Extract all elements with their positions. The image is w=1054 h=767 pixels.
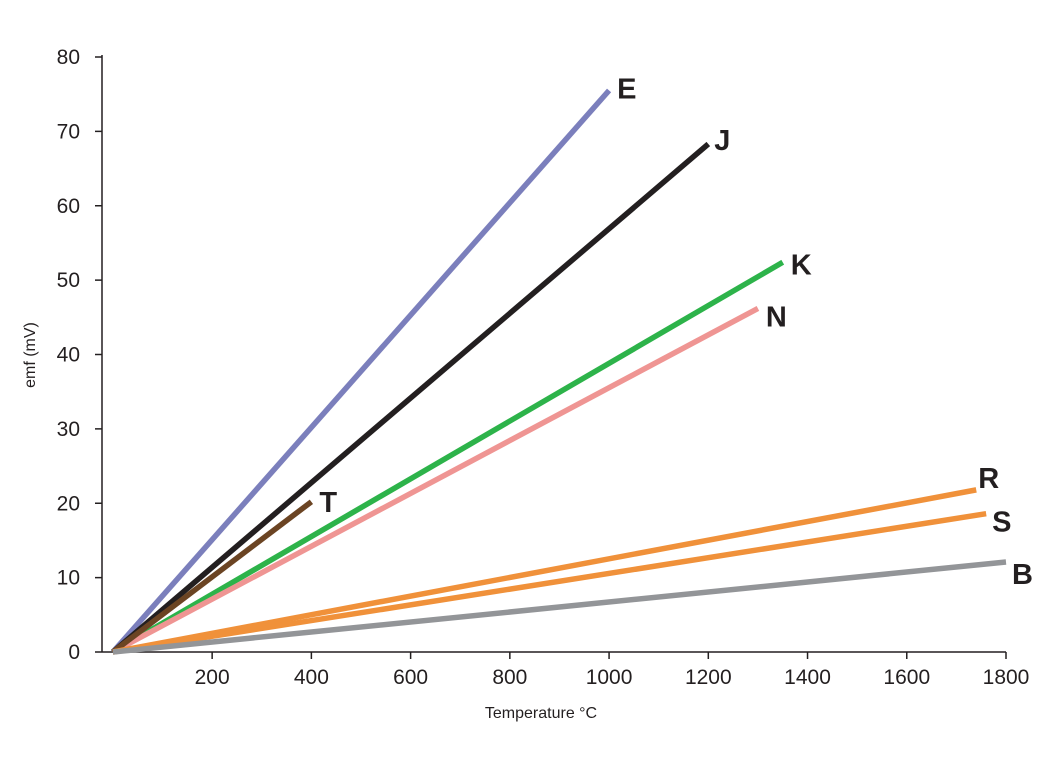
series-lines [110,88,1007,655]
series-line-R [112,487,977,655]
x-tick-label: 1200 [685,666,732,689]
series-line-K [111,259,785,655]
series-line-B [112,559,1007,655]
axes: 0 10 20 30 40 50 60 70 80 200 400 600 800 1000 1200 140… [57,46,1030,689]
y-tick-label: 50 [57,269,80,292]
series-labels: E J KN T RSB [319,73,1033,591]
y-tick-label: 70 [57,120,80,143]
series-label-R: R [978,463,999,495]
y-tick-label: 30 [57,418,80,441]
y-tick-label: 20 [57,492,80,515]
x-tick-label: 1000 [586,666,633,689]
y-axis-label: emf (mV) [22,322,39,388]
x-tick-label: 400 [294,666,329,689]
series-line-T [111,499,314,655]
x-tick-label: 800 [492,666,527,689]
series-label-S: S [992,507,1011,539]
series-line-E [110,88,612,654]
series-label-J: J [714,125,730,157]
x-tick-label: 1400 [784,666,831,689]
series-line-S [112,510,987,655]
x-tick-label: 200 [195,666,230,689]
x-tick-label: 1600 [883,666,930,689]
x-tick-label: 1800 [983,666,1030,689]
y-tick-label: 40 [57,344,80,367]
series-line-J [111,141,711,655]
series-label-E: E [617,73,636,105]
y-tick-label: 80 [57,46,80,69]
x-axis-label: Temperature °C [485,705,597,722]
series-label-B: B [1012,559,1033,591]
x-tick-label: 600 [393,666,428,689]
series-label-K: K [791,249,812,281]
y-tick-label: 10 [57,567,80,590]
series-label-T: T [319,487,337,519]
y-tick-label: 60 [57,195,80,218]
y-tick-label: 0 [68,641,80,664]
series-label-N: N [766,301,787,333]
series-line-N [111,305,760,655]
